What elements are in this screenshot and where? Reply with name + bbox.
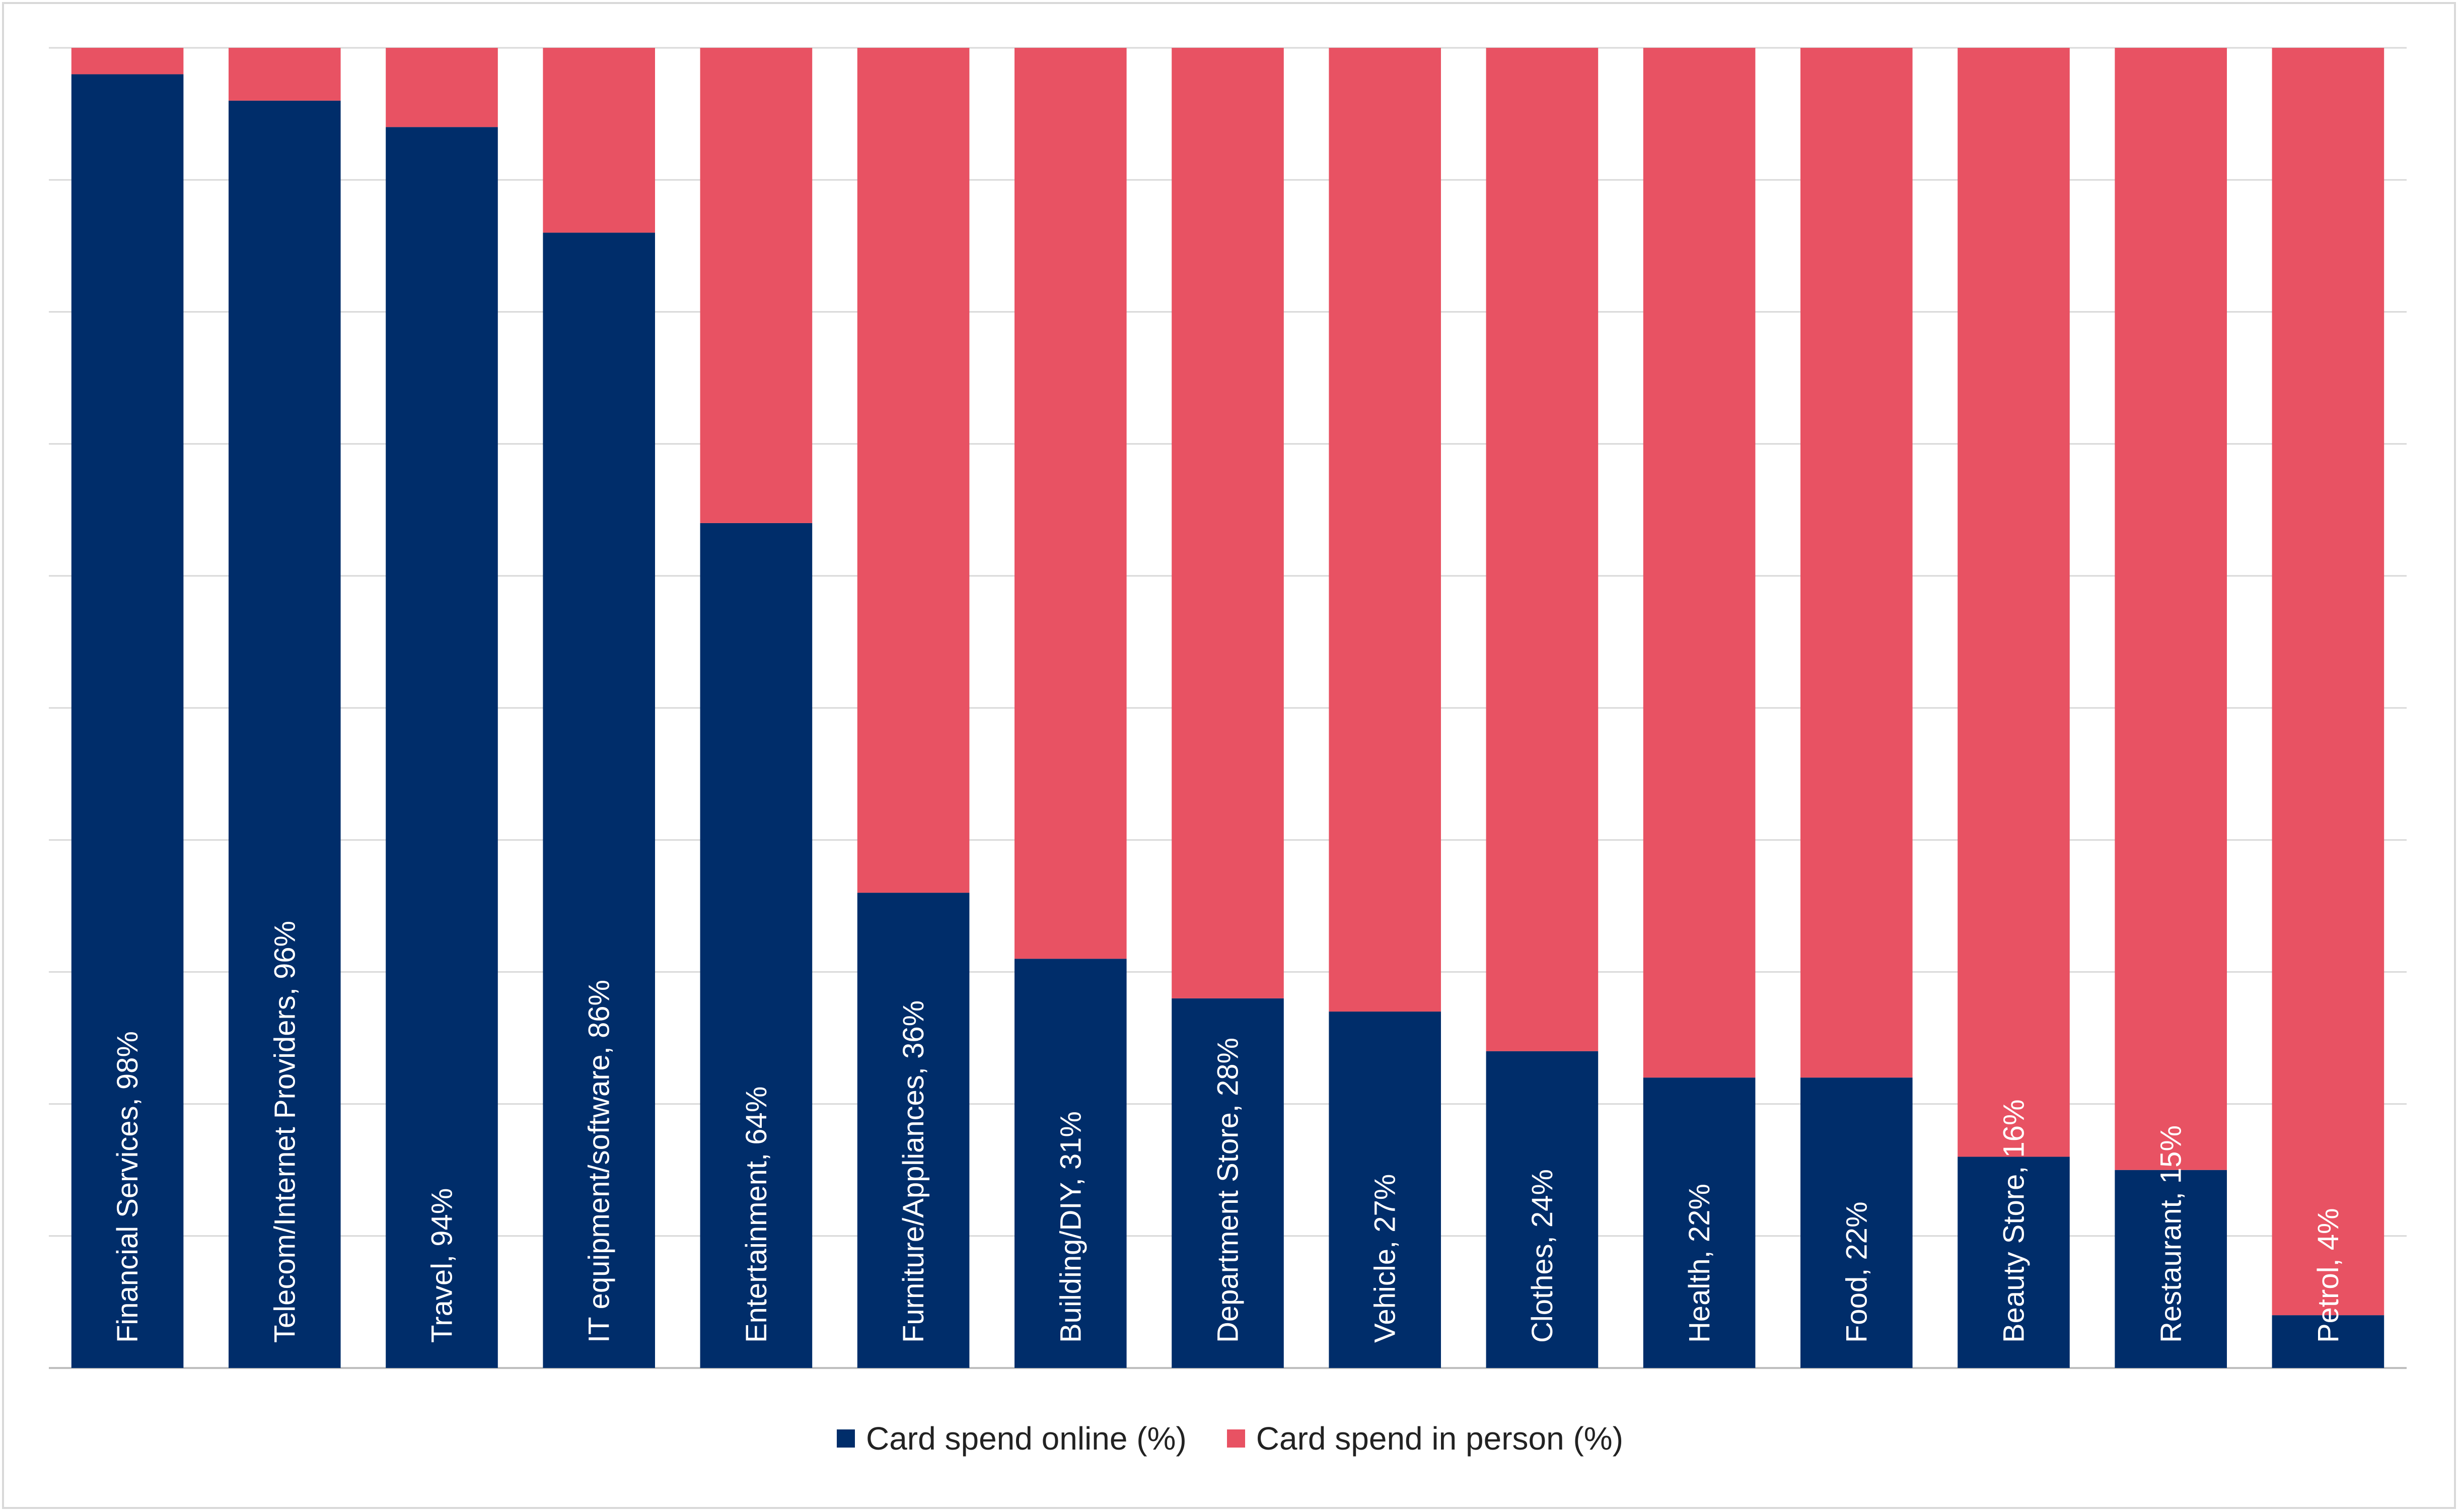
data-label-8: Vehicle, 27%: [1369, 1174, 1402, 1343]
bar-in-person-4: [700, 48, 813, 523]
bar-online-7: [1172, 998, 1284, 1368]
bar-in-person-11: [1800, 48, 1913, 1078]
data-label-4: Entertainment, 64%: [740, 1087, 773, 1343]
bar-online-8: [1329, 1012, 1441, 1368]
bar-in-person-9: [1486, 48, 1599, 1051]
legend-swatch-in-person: [1226, 1429, 1245, 1448]
bar-online-12: [1958, 1157, 2070, 1368]
data-label-11: Food, 22%: [1840, 1201, 1873, 1343]
legend-swatch-online: [836, 1429, 855, 1448]
bar-online-4: [700, 523, 813, 1368]
bar-in-person-8: [1329, 48, 1441, 1012]
stacked-bar-chart: Financial Services, 98% Telecom/Internet …: [49, 47, 2407, 1369]
bar-in-person-14: [2272, 48, 2384, 1316]
data-label-13: Restaurant, 15%: [2155, 1125, 2188, 1343]
data-label-12: Beauty Store, 16%: [1998, 1099, 2031, 1343]
bar-in-person-0: [71, 48, 184, 75]
bar-online-11: [1800, 1077, 1913, 1368]
bar-in-person-10: [1643, 48, 1756, 1078]
bar-online-3: [543, 233, 655, 1368]
data-label-14: Petrol, 4%: [2312, 1208, 2345, 1343]
data-label-7: Department Store, 28%: [1212, 1038, 1245, 1343]
legend-item-online: Card spend online (%): [836, 1420, 1187, 1457]
bar-in-person-12: [1958, 48, 2070, 1157]
bar-online-5: [857, 893, 970, 1368]
data-label-0: Financial Services, 98%: [111, 1031, 144, 1343]
bar-online-2: [386, 127, 498, 1368]
bar-online-0: [71, 74, 184, 1369]
bar-in-person-5: [857, 48, 970, 893]
bar-in-person-2: [386, 48, 498, 127]
bar-online-10: [1643, 1077, 1756, 1368]
bar-in-person-1: [229, 48, 341, 101]
legend-item-in-person: Card spend in person (%): [1226, 1420, 1624, 1457]
bar-online-14: [2272, 1315, 2384, 1368]
data-label-6: Building/DIY, 31%: [1054, 1111, 1087, 1343]
data-label-3: IT equipment/software, 86%: [583, 980, 616, 1343]
data-label-2: Travel, 94%: [426, 1188, 459, 1343]
bar-online-9: [1486, 1051, 1599, 1368]
bar-online-13: [2115, 1170, 2227, 1368]
data-label-5: Furniture/Appliances, 36%: [897, 1000, 930, 1343]
legend: Card spend online (%) Card spend in pers…: [0, 1420, 2460, 1457]
bar-online-1: [229, 100, 341, 1369]
legend-label-in-person: Card spend in person (%): [1256, 1420, 1624, 1457]
legend-label-online: Card spend online (%): [865, 1420, 1187, 1457]
bar-online-6: [1015, 959, 1127, 1368]
bars: [71, 48, 2384, 1369]
bar-in-person-3: [543, 48, 655, 233]
bar-labels: Financial Services, 98% Telecom/Internet …: [111, 921, 2345, 1343]
data-label-10: Health, 22%: [1683, 1184, 1716, 1343]
data-label-9: Clothes, 24%: [1526, 1169, 1559, 1343]
bar-in-person-13: [2115, 48, 2227, 1170]
data-label-1: Telecom/Internet Providers, 96%: [268, 921, 301, 1343]
bar-in-person-6: [1015, 48, 1127, 959]
bar-in-person-7: [1172, 48, 1284, 998]
